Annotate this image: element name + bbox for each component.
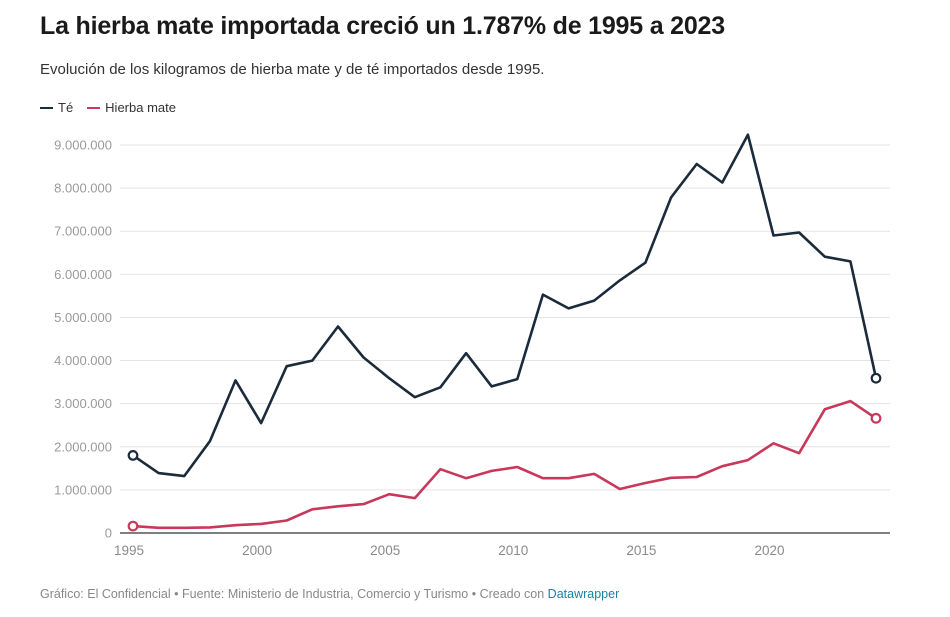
y-axis-tick-labels: 0 1.000.000 2.000.000 3.000.000 4.000.000 5.0… xyxy=(54,138,112,541)
footer-source: Fuente: Ministerio de Industria, Comerci… xyxy=(181,587,469,601)
data-point-marker-te xyxy=(870,372,882,384)
data-point-marker-te xyxy=(127,450,139,461)
x-tick-label: 2015 xyxy=(626,543,656,558)
chart-footer: Gráfico: El Confidencial • Fuente: Minis… xyxy=(40,587,619,601)
y-tick-label: 2.000.000 xyxy=(54,439,112,454)
series-line-hierba-mate xyxy=(131,399,878,530)
footer-separator: • xyxy=(471,587,477,601)
y-tick-label: 5.000.000 xyxy=(54,310,112,325)
series-line-te xyxy=(131,133,878,478)
series-te xyxy=(127,133,882,478)
y-tick-label: 4.000.000 xyxy=(54,353,112,368)
legend-label-hierba-mate: Hierba mate xyxy=(105,100,176,115)
data-point-marker-hierba-mate xyxy=(870,412,882,424)
x-axis-tick-labels: 1995 2000 2005 2010 2015 2020 xyxy=(114,543,785,558)
legend-swatch-hierba-mate xyxy=(87,106,101,109)
chart-title: La hierba mate importada creció un 1.787… xyxy=(40,12,725,40)
x-tick-label: 2000 xyxy=(242,543,272,558)
y-tick-label: 0 xyxy=(105,526,112,541)
y-tick-label: 7.000.000 xyxy=(54,224,112,239)
y-tick-label: 9.000.000 xyxy=(54,138,112,153)
y-tick-label: 1.000.000 xyxy=(54,482,112,497)
x-tick-label: 2010 xyxy=(498,543,528,558)
legend-label-te: Té xyxy=(58,100,74,115)
x-tick-label: 1995 xyxy=(114,543,144,558)
footer-separator: • xyxy=(174,587,179,601)
footer-credit: Gráfico: El Confidencial xyxy=(40,587,171,601)
legend-swatch-te xyxy=(40,106,53,109)
footer-created-with: Creado con xyxy=(479,587,545,601)
gridlines xyxy=(120,144,890,534)
series-hierba-mate xyxy=(127,399,882,532)
x-tick-label: 2020 xyxy=(754,543,784,558)
y-tick-label: 3.000.000 xyxy=(54,396,112,411)
legend-item-te: Té xyxy=(40,100,73,115)
series-lines xyxy=(127,133,882,532)
legend-item-hierba-mate: Hierba mate xyxy=(87,100,176,115)
chart-subtitle: Evolución de los kilogramos de hierba ma… xyxy=(40,61,545,78)
x-tick-label: 2005 xyxy=(370,543,400,558)
legend: Té Hierba mate xyxy=(40,100,190,115)
y-tick-label: 8.000.000 xyxy=(54,181,112,196)
datawrapper-link[interactable]: Datawrapper xyxy=(547,587,620,601)
line-chart: 0 1.000.000 2.000.000 3.000.000 4.000.000 5.0… xyxy=(54,133,890,558)
data-point-marker-hierba-mate xyxy=(127,520,139,532)
y-tick-label: 6.000.000 xyxy=(54,267,112,282)
